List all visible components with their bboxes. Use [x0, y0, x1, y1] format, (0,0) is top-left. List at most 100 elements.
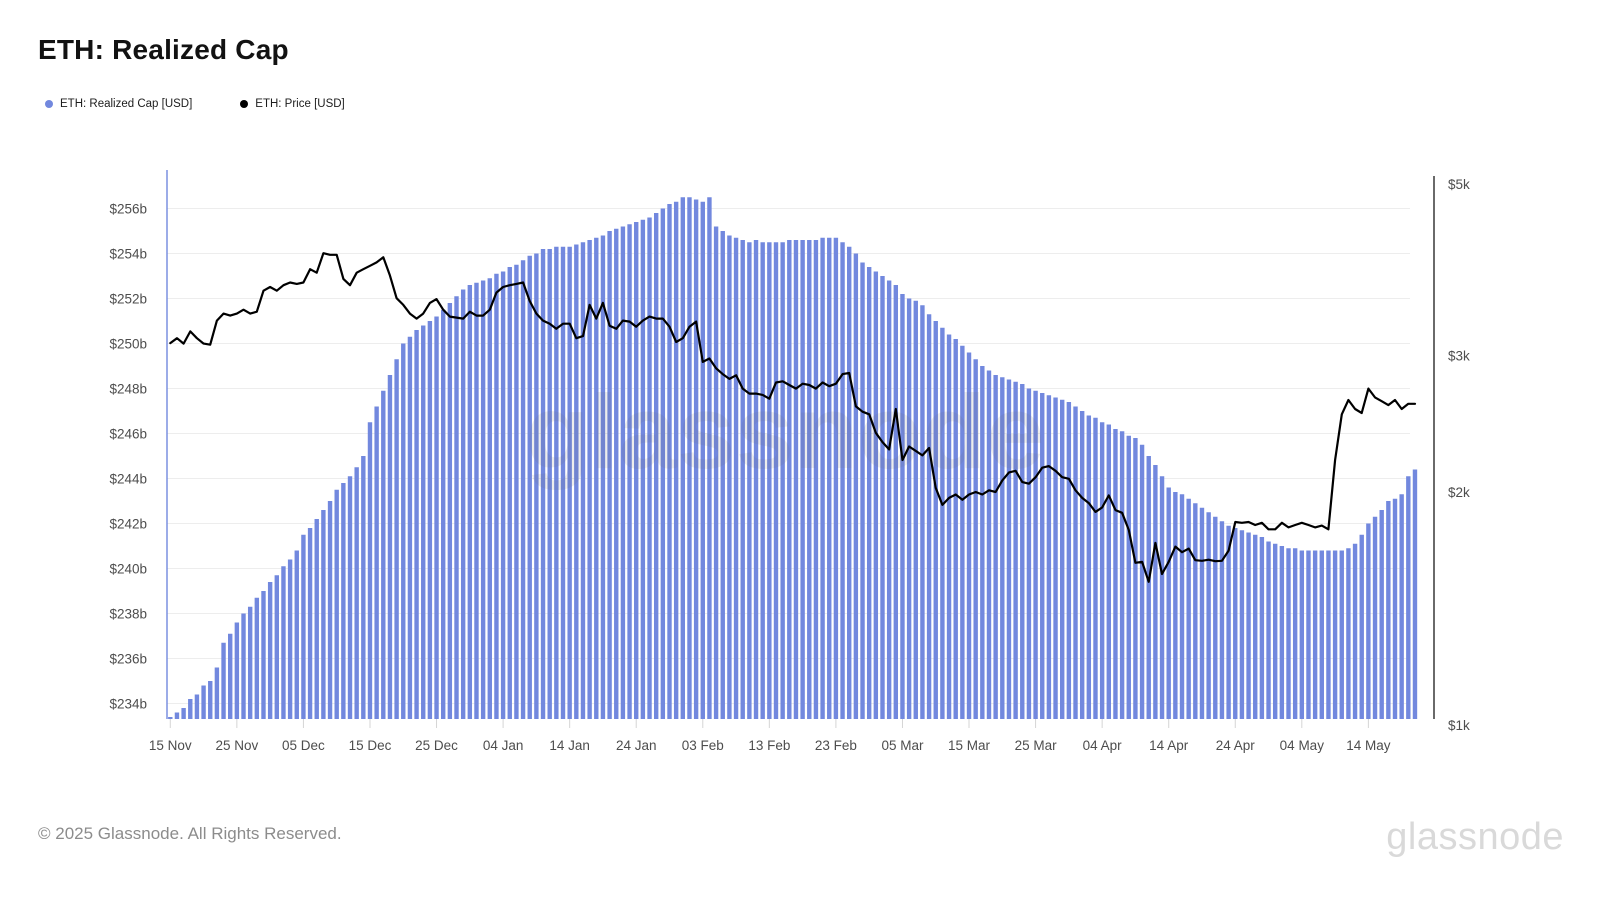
legend-item-price[interactable]: ETH: Price [USD]	[240, 98, 345, 110]
bar	[653, 213, 659, 719]
bar	[594, 237, 599, 719]
bar	[381, 390, 386, 719]
bar	[467, 285, 473, 719]
bar	[474, 282, 479, 719]
bar	[1126, 435, 1131, 719]
bar	[1020, 384, 1025, 719]
chart-canvas[interactable]: $256b $254b $252b $250b $248b $246b $244b $242b…	[0, 0, 1600, 790]
x-axis-tick: 24 Apr	[1216, 738, 1256, 753]
bar	[1153, 465, 1158, 719]
bar	[1312, 550, 1318, 719]
bar	[886, 280, 892, 719]
bar	[1286, 548, 1291, 719]
bar	[933, 321, 938, 719]
bar	[1173, 492, 1178, 719]
bar	[494, 273, 499, 719]
left-axis-tick: $236b	[109, 652, 147, 667]
bar	[747, 242, 752, 719]
bar	[221, 642, 226, 719]
left-axis-labels: $256b $254b $252b $250b $248b $246b $244b $242b…	[109, 202, 147, 712]
bar	[773, 242, 779, 719]
bar	[254, 597, 260, 719]
x-axis-tick: 15 Mar	[948, 738, 991, 753]
left-axis-tick: $250b	[109, 337, 147, 352]
bar	[188, 699, 193, 719]
bar	[1133, 438, 1138, 719]
bar	[913, 300, 918, 719]
bar	[1026, 388, 1032, 719]
legend-label: ETH: Price [USD]	[255, 98, 345, 110]
bar	[793, 240, 799, 719]
bar	[660, 208, 666, 719]
bar	[767, 242, 772, 719]
bar	[534, 253, 539, 719]
left-axis-tick: $248b	[109, 382, 147, 397]
bar	[241, 613, 246, 719]
bar	[627, 224, 632, 719]
x-axis-tick: 04 Apr	[1083, 738, 1123, 753]
bar	[906, 298, 912, 719]
bar	[640, 219, 646, 719]
bar	[787, 240, 792, 719]
bar	[487, 278, 492, 719]
bar	[1339, 550, 1344, 719]
bar	[647, 217, 652, 719]
x-axis-tick: 15 Dec	[349, 738, 392, 753]
bar	[307, 528, 313, 719]
bar	[1000, 377, 1005, 719]
legend-label: ETH: Realized Cap [USD]	[60, 98, 193, 110]
x-axis-tick: 14 Jan	[549, 738, 590, 753]
left-axis-tick: $246b	[109, 427, 147, 442]
price-dot-icon	[240, 100, 249, 108]
bar	[687, 197, 692, 719]
bar	[1272, 543, 1278, 719]
bar	[507, 267, 512, 719]
bar	[800, 240, 805, 719]
bar	[920, 305, 925, 719]
bar	[1179, 494, 1185, 719]
bar	[860, 262, 865, 719]
bar	[946, 334, 952, 719]
bar	[953, 339, 958, 719]
legend-item-realized-cap[interactable]: ETH: Realized Cap [USD]	[45, 98, 192, 110]
bar	[1406, 476, 1411, 719]
bar	[281, 566, 286, 719]
bar	[733, 237, 739, 719]
bar	[1239, 530, 1245, 719]
bar	[347, 476, 353, 719]
x-axis-tick: 04 May	[1280, 738, 1325, 753]
bar	[334, 489, 339, 719]
bar	[414, 330, 419, 719]
bar	[1106, 424, 1111, 719]
bar	[966, 352, 972, 719]
bar	[820, 237, 825, 719]
right-axis-tick: $3k	[1448, 349, 1470, 364]
bar	[1046, 395, 1052, 719]
bar	[440, 309, 446, 719]
bar	[1253, 534, 1258, 719]
bar	[1053, 397, 1058, 719]
x-axis-tick: 05 Mar	[881, 738, 924, 753]
bar	[374, 406, 379, 719]
bar	[620, 226, 626, 719]
x-axis-tick: 05 Dec	[282, 738, 325, 753]
bar	[1372, 516, 1378, 719]
right-axis-labels: $5k $3k $2k $1k	[1448, 177, 1470, 733]
bar	[261, 591, 266, 719]
glassnode-watermark: glassnode	[525, 374, 1044, 491]
x-axis-tick: 25 Dec	[415, 738, 458, 753]
bar	[407, 336, 413, 719]
bar	[1206, 512, 1211, 719]
bar	[673, 201, 679, 719]
bar	[760, 242, 765, 719]
bar	[1279, 546, 1285, 719]
bar	[727, 235, 732, 719]
right-axis-tick: $1k	[1448, 718, 1470, 733]
bar	[1113, 429, 1118, 719]
bar	[986, 370, 992, 719]
bar	[700, 201, 705, 719]
bar	[387, 375, 393, 719]
bar	[853, 253, 859, 719]
bar	[1266, 541, 1271, 719]
bar	[993, 375, 998, 719]
